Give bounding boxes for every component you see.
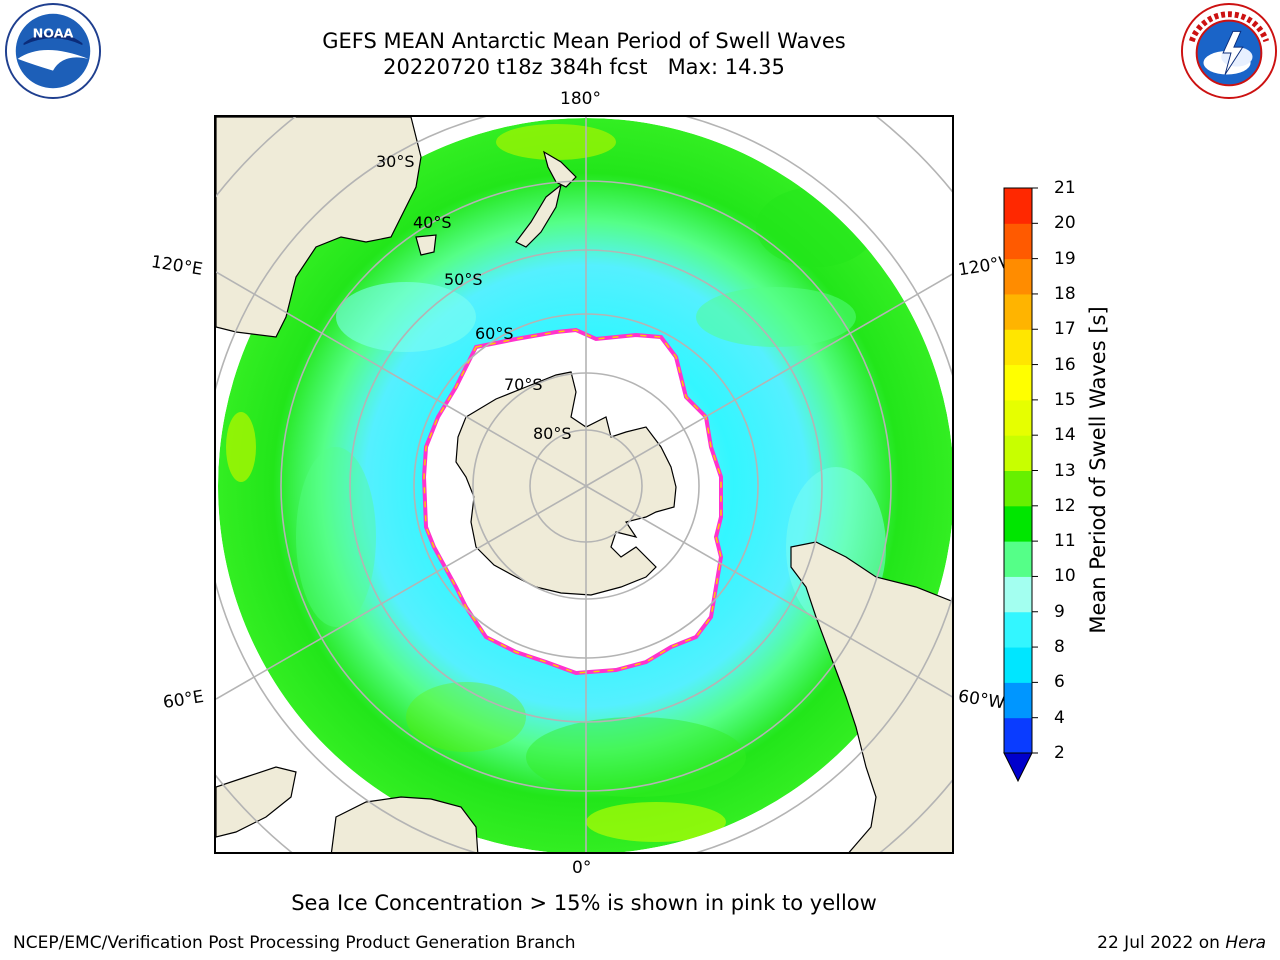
colorbar-tick-label: 12 — [1054, 495, 1076, 516]
nws-logo-icon — [1180, 2, 1278, 100]
lat-label-60s: 60°S — [475, 324, 514, 343]
noaa-logo-icon: NOAA — [4, 2, 102, 100]
colorbar-tick-label: 9 — [1054, 601, 1065, 622]
lat-label-30s: 30°S — [376, 152, 415, 171]
footer-credit: NCEP/EMC/Verification Post Processing Pr… — [13, 933, 576, 953]
footer-date-text: 22 Jul 2022 on — [1097, 933, 1220, 953]
polar-map-canvas — [216, 117, 952, 852]
colorbar-tick-label: 13 — [1054, 460, 1076, 481]
colorbar-tick-label: 15 — [1054, 389, 1076, 410]
lon-label-120e: 120°E — [149, 252, 204, 280]
colorbar-segment — [1004, 364, 1032, 401]
polar-map — [214, 115, 954, 854]
new-zealand-north — [543, 150, 577, 188]
colorbar-tick-label: 11 — [1054, 531, 1076, 552]
colorbar — [1003, 187, 1038, 783]
colorbar-tick-label: 14 — [1054, 425, 1076, 446]
meridian-lines — [216, 117, 952, 852]
colorbar-tick-label: 2 — [1054, 743, 1065, 763]
svg-text:NOAA: NOAA — [33, 26, 74, 41]
colorbar-tick-label: 19 — [1054, 248, 1076, 269]
sea-ice-note: Sea Ice Concentration > 15% is shown in … — [291, 891, 877, 915]
colorbar-segment — [1004, 470, 1032, 507]
lat-label-50s: 50°S — [444, 270, 483, 289]
colorbar-tick-label: 10 — [1054, 566, 1076, 587]
colorbar-segment — [1004, 435, 1032, 471]
colorbar-tick-label: 18 — [1054, 283, 1076, 304]
lon-label-0: 0° — [572, 858, 592, 878]
madagascar — [216, 766, 297, 838]
colorbar-segment — [1004, 717, 1032, 754]
colorbar-segment — [1004, 223, 1032, 260]
colorbar-segment — [1004, 399, 1032, 436]
colorbar-extend-triangle — [1003, 752, 1033, 783]
colorbar-label: Mean Period of Swell Waves [s] — [1086, 306, 1110, 634]
lat-label-40s: 40°S — [413, 213, 452, 232]
colorbar-tick-label: 16 — [1054, 354, 1076, 375]
colorbar-segment — [1004, 329, 1032, 366]
colorbar-segment — [1004, 576, 1032, 613]
footer-machine: Hera — [1225, 933, 1266, 953]
colorbar-segment — [1004, 505, 1032, 542]
lat-label-70s: 70°S — [504, 375, 543, 394]
colorbar-segment — [1004, 188, 1032, 224]
colorbar-segment — [1004, 541, 1032, 577]
australia-landmass — [216, 117, 422, 338]
chart-title: GEFS MEAN Antarctic Mean Period of Swell… — [322, 29, 846, 53]
colorbar-tick-label: 8 — [1054, 637, 1065, 658]
lon-label-180: 180° — [560, 89, 601, 109]
colorbar-tick-label: 20 — [1054, 213, 1076, 234]
footer-date: 22 Jul 2022 on Hera — [1097, 932, 1266, 954]
lon-label-60e: 60°E — [161, 686, 206, 714]
colorbar-tick-label: 4 — [1054, 707, 1065, 728]
colorbar-segment — [1004, 682, 1032, 719]
lat-label-80s: 80°S — [533, 424, 572, 443]
colorbar-segment — [1004, 611, 1032, 648]
africa-landmass — [330, 796, 479, 852]
colorbar-segment — [1004, 647, 1032, 683]
colorbar-segment — [1004, 258, 1032, 295]
antarctica-landmass — [455, 371, 677, 596]
tasmania — [415, 234, 437, 256]
colorbar-tick-label: 6 — [1054, 672, 1065, 693]
colorbar-tick-label: 17 — [1054, 319, 1076, 340]
forecast-subtitle: 20220720 t18z 384h fcst Max: 14.35 — [383, 55, 785, 79]
new-zealand-south — [515, 183, 562, 248]
south-america-landmass — [790, 541, 952, 852]
colorbar-tick-label: 21 — [1054, 178, 1076, 198]
colorbar-segment — [1004, 293, 1032, 330]
